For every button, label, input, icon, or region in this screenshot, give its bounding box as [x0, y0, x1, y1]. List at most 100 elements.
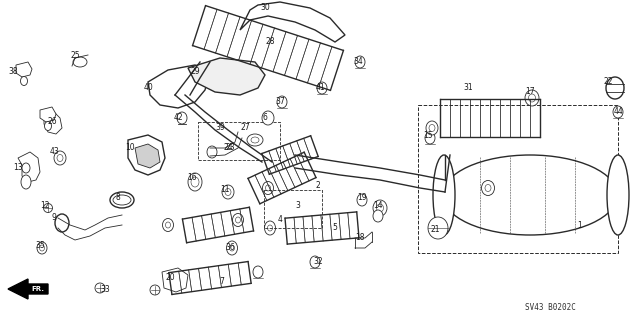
Text: SV43 B0202C: SV43 B0202C: [525, 303, 575, 313]
Ellipse shape: [163, 219, 173, 232]
Polygon shape: [188, 58, 265, 95]
Text: 33: 33: [100, 286, 110, 294]
Bar: [264, 190, 322, 228]
Text: 32: 32: [313, 257, 323, 266]
Ellipse shape: [485, 184, 491, 191]
Text: 27: 27: [240, 123, 250, 132]
Ellipse shape: [113, 195, 131, 205]
Bar: [418, 105, 618, 253]
Text: 38: 38: [8, 68, 18, 77]
Ellipse shape: [481, 181, 495, 196]
Ellipse shape: [525, 90, 539, 106]
Text: 42: 42: [173, 114, 183, 122]
Ellipse shape: [55, 214, 69, 232]
Ellipse shape: [262, 182, 273, 195]
Ellipse shape: [433, 155, 455, 235]
Ellipse shape: [188, 173, 202, 191]
Polygon shape: [148, 65, 210, 108]
Text: FR.: FR.: [31, 286, 45, 292]
Ellipse shape: [227, 241, 237, 255]
Ellipse shape: [37, 242, 47, 254]
Text: 6: 6: [262, 114, 268, 122]
Ellipse shape: [429, 124, 435, 131]
Text: 13: 13: [13, 164, 23, 173]
Ellipse shape: [40, 245, 45, 251]
Text: 11: 11: [220, 186, 230, 195]
Text: 16: 16: [187, 174, 197, 182]
Text: 7: 7: [220, 278, 225, 286]
Ellipse shape: [266, 185, 271, 191]
Text: 39: 39: [215, 123, 225, 132]
Bar: [198, 122, 280, 160]
Ellipse shape: [225, 189, 231, 196]
Ellipse shape: [425, 132, 435, 144]
Text: 44: 44: [613, 108, 623, 116]
Text: 3: 3: [296, 201, 300, 210]
Ellipse shape: [45, 122, 51, 130]
Text: 10: 10: [125, 144, 135, 152]
Ellipse shape: [529, 94, 536, 102]
Ellipse shape: [607, 155, 629, 235]
Text: 4: 4: [278, 216, 282, 225]
Ellipse shape: [236, 217, 241, 223]
Text: 5: 5: [333, 224, 337, 233]
Ellipse shape: [428, 217, 448, 239]
Polygon shape: [162, 268, 188, 292]
Text: 19: 19: [357, 194, 367, 203]
Polygon shape: [44, 112, 62, 134]
Polygon shape: [40, 107, 56, 122]
Ellipse shape: [21, 175, 31, 189]
Text: 24: 24: [223, 144, 233, 152]
Ellipse shape: [317, 82, 327, 94]
Polygon shape: [8, 279, 48, 299]
Text: 37: 37: [275, 98, 285, 107]
Ellipse shape: [251, 137, 259, 143]
Ellipse shape: [373, 210, 383, 222]
Ellipse shape: [150, 285, 160, 295]
Ellipse shape: [222, 185, 234, 199]
Ellipse shape: [277, 96, 287, 108]
Text: 14: 14: [373, 202, 383, 211]
Ellipse shape: [177, 112, 187, 124]
Ellipse shape: [54, 151, 66, 165]
Text: 43: 43: [50, 147, 60, 157]
Ellipse shape: [373, 200, 387, 216]
Ellipse shape: [20, 77, 28, 85]
Ellipse shape: [613, 106, 623, 118]
Text: 9: 9: [52, 213, 56, 222]
Text: 1: 1: [578, 220, 582, 229]
Text: 22: 22: [604, 78, 612, 86]
Ellipse shape: [95, 283, 105, 293]
Polygon shape: [18, 152, 40, 182]
Text: 36: 36: [225, 243, 235, 253]
Ellipse shape: [355, 56, 365, 68]
Text: 15: 15: [423, 130, 433, 139]
Text: 12: 12: [40, 201, 50, 210]
Ellipse shape: [262, 111, 274, 125]
Text: 40: 40: [143, 84, 153, 93]
Ellipse shape: [247, 134, 263, 146]
Ellipse shape: [376, 204, 383, 212]
Ellipse shape: [73, 57, 87, 67]
Ellipse shape: [606, 77, 624, 99]
Ellipse shape: [22, 163, 30, 173]
Text: 18: 18: [355, 234, 365, 242]
Text: 35: 35: [35, 241, 45, 249]
Ellipse shape: [264, 221, 275, 235]
Text: 29: 29: [190, 68, 200, 77]
Text: 8: 8: [116, 194, 120, 203]
Text: 28: 28: [265, 38, 275, 47]
Text: 17: 17: [525, 87, 535, 97]
Ellipse shape: [426, 121, 438, 135]
Polygon shape: [240, 2, 345, 42]
Ellipse shape: [253, 266, 263, 278]
Text: 20: 20: [165, 273, 175, 283]
Text: 23: 23: [225, 144, 235, 152]
Ellipse shape: [57, 154, 63, 161]
Text: 2: 2: [316, 181, 321, 189]
Ellipse shape: [442, 155, 618, 235]
Polygon shape: [128, 135, 165, 175]
Ellipse shape: [166, 222, 170, 228]
Ellipse shape: [357, 194, 367, 206]
Polygon shape: [135, 144, 160, 168]
